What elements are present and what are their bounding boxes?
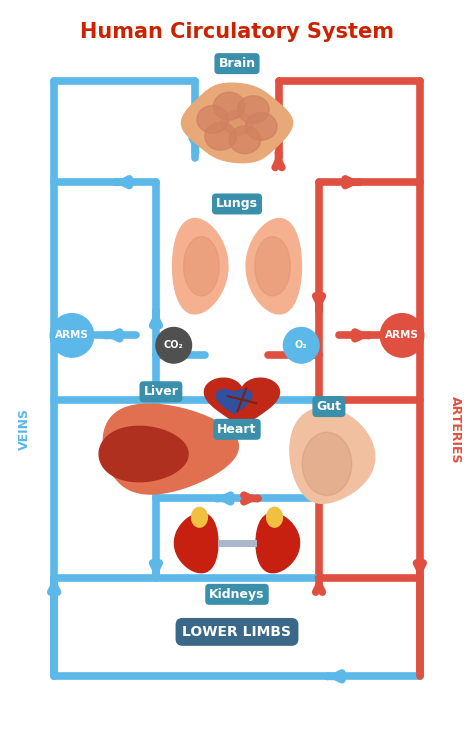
Polygon shape <box>255 237 291 296</box>
Polygon shape <box>173 218 228 314</box>
Circle shape <box>50 314 94 357</box>
Text: O₂: O₂ <box>295 340 308 350</box>
Polygon shape <box>216 390 252 414</box>
Polygon shape <box>302 432 352 496</box>
Polygon shape <box>246 218 301 314</box>
Text: ARMS: ARMS <box>385 331 419 340</box>
Polygon shape <box>99 426 188 482</box>
Text: VEINS: VEINS <box>18 408 31 451</box>
Text: Human Circulatory System: Human Circulatory System <box>80 22 394 42</box>
Polygon shape <box>220 111 254 135</box>
Text: ARMS: ARMS <box>55 331 89 340</box>
Polygon shape <box>103 404 238 494</box>
Polygon shape <box>197 106 228 133</box>
Polygon shape <box>290 408 375 503</box>
Text: Brain: Brain <box>219 57 255 70</box>
Circle shape <box>283 328 319 363</box>
Polygon shape <box>229 126 261 154</box>
Polygon shape <box>204 378 280 431</box>
Polygon shape <box>174 514 218 573</box>
Text: Heart: Heart <box>217 423 257 436</box>
Polygon shape <box>182 83 292 163</box>
Text: CO₂: CO₂ <box>164 340 183 350</box>
Polygon shape <box>246 112 277 141</box>
Polygon shape <box>267 508 283 527</box>
Circle shape <box>380 314 424 357</box>
Text: ARTERIES: ARTERIES <box>449 396 462 463</box>
Polygon shape <box>183 237 219 296</box>
Text: Lungs: Lungs <box>216 198 258 210</box>
Text: LOWER LIMBS: LOWER LIMBS <box>182 625 292 639</box>
Polygon shape <box>237 95 269 124</box>
Polygon shape <box>191 508 207 527</box>
Circle shape <box>156 328 191 363</box>
Polygon shape <box>256 514 300 573</box>
Polygon shape <box>205 122 237 150</box>
Text: Liver: Liver <box>144 386 178 398</box>
Text: Gut: Gut <box>317 400 341 413</box>
Text: Kidneys: Kidneys <box>209 588 265 601</box>
Polygon shape <box>213 92 245 120</box>
